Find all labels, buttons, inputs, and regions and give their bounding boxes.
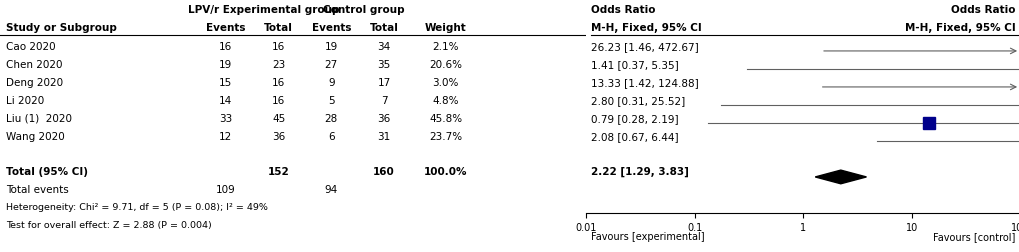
Text: Deng 2020: Deng 2020 — [6, 78, 63, 88]
Text: 152: 152 — [267, 167, 289, 177]
Text: Total: Total — [264, 23, 292, 33]
Text: 0.79 [0.28, 2.19]: 0.79 [0.28, 2.19] — [590, 114, 678, 124]
Text: Odds Ratio: Odds Ratio — [590, 5, 654, 15]
Text: 36: 36 — [377, 114, 390, 124]
Text: 16: 16 — [272, 96, 285, 106]
Text: 109: 109 — [216, 185, 235, 195]
Text: 33: 33 — [219, 114, 232, 124]
Text: 13.33 [1.42, 124.88]: 13.33 [1.42, 124.88] — [590, 78, 698, 88]
Text: 160: 160 — [373, 167, 394, 177]
Text: 23: 23 — [272, 60, 285, 70]
Text: 26.23 [1.46, 472.67]: 26.23 [1.46, 472.67] — [590, 42, 698, 52]
Text: 19: 19 — [324, 42, 337, 52]
Text: 35: 35 — [377, 60, 390, 70]
Text: Liu (1)  2020: Liu (1) 2020 — [6, 114, 71, 124]
Text: 17: 17 — [377, 78, 390, 88]
Text: 2.1%: 2.1% — [432, 42, 459, 52]
Text: 19: 19 — [219, 60, 232, 70]
Text: 16: 16 — [219, 42, 232, 52]
Text: Control group: Control group — [322, 5, 405, 15]
Text: 9: 9 — [328, 78, 334, 88]
Text: 16: 16 — [272, 42, 285, 52]
Text: Weight: Weight — [425, 23, 466, 33]
Text: Total events: Total events — [6, 185, 68, 195]
Text: 7: 7 — [380, 96, 387, 106]
Text: Odds Ratio: Odds Ratio — [951, 5, 1015, 15]
Text: 23.7%: 23.7% — [429, 132, 462, 142]
Text: 16: 16 — [272, 78, 285, 88]
Text: 36: 36 — [272, 132, 285, 142]
Text: Chen 2020: Chen 2020 — [6, 60, 62, 70]
Text: 31: 31 — [377, 132, 390, 142]
Text: M-H, Fixed, 95% CI: M-H, Fixed, 95% CI — [904, 23, 1015, 33]
Text: 1.41 [0.37, 5.35]: 1.41 [0.37, 5.35] — [590, 60, 678, 70]
Text: Events: Events — [206, 23, 246, 33]
Text: Test for overall effect: Z = 2.88 (P = 0.004): Test for overall effect: Z = 2.88 (P = 0… — [6, 221, 211, 230]
Text: Favours [experimental]: Favours [experimental] — [590, 232, 704, 242]
Text: M-H, Fixed, 95% CI: M-H, Fixed, 95% CI — [590, 23, 701, 33]
Text: Total: Total — [369, 23, 398, 33]
Text: 45: 45 — [272, 114, 285, 124]
Text: 27: 27 — [324, 60, 337, 70]
Text: 28: 28 — [324, 114, 337, 124]
Text: LPV/r Experimental group: LPV/r Experimental group — [187, 5, 339, 15]
Text: Heterogeneity: Chi² = 9.71, df = 5 (P = 0.08); I² = 49%: Heterogeneity: Chi² = 9.71, df = 5 (P = … — [6, 203, 267, 212]
Text: 15: 15 — [219, 78, 232, 88]
Text: Li 2020: Li 2020 — [6, 96, 44, 106]
Text: 2.08 [0.67, 6.44]: 2.08 [0.67, 6.44] — [590, 132, 678, 142]
Polygon shape — [814, 170, 865, 184]
Text: Favours [control]: Favours [control] — [932, 232, 1015, 242]
Text: 5: 5 — [328, 96, 334, 106]
Text: 12: 12 — [219, 132, 232, 142]
Text: 20.6%: 20.6% — [429, 60, 462, 70]
Text: Events: Events — [312, 23, 351, 33]
Text: 100.0%: 100.0% — [424, 167, 467, 177]
Text: Total (95% CI): Total (95% CI) — [6, 167, 88, 177]
Text: 34: 34 — [377, 42, 390, 52]
Text: Wang 2020: Wang 2020 — [6, 132, 64, 142]
Text: 4.8%: 4.8% — [432, 96, 459, 106]
Text: 45.8%: 45.8% — [429, 114, 462, 124]
Text: Cao 2020: Cao 2020 — [6, 42, 55, 52]
Text: 14: 14 — [219, 96, 232, 106]
Text: 3.0%: 3.0% — [432, 78, 459, 88]
Text: Study or Subgroup: Study or Subgroup — [6, 23, 116, 33]
Text: 2.22 [1.29, 3.83]: 2.22 [1.29, 3.83] — [590, 167, 688, 177]
Text: 94: 94 — [324, 185, 337, 195]
Text: 6: 6 — [328, 132, 334, 142]
Text: 2.80 [0.31, 25.52]: 2.80 [0.31, 25.52] — [590, 96, 685, 106]
